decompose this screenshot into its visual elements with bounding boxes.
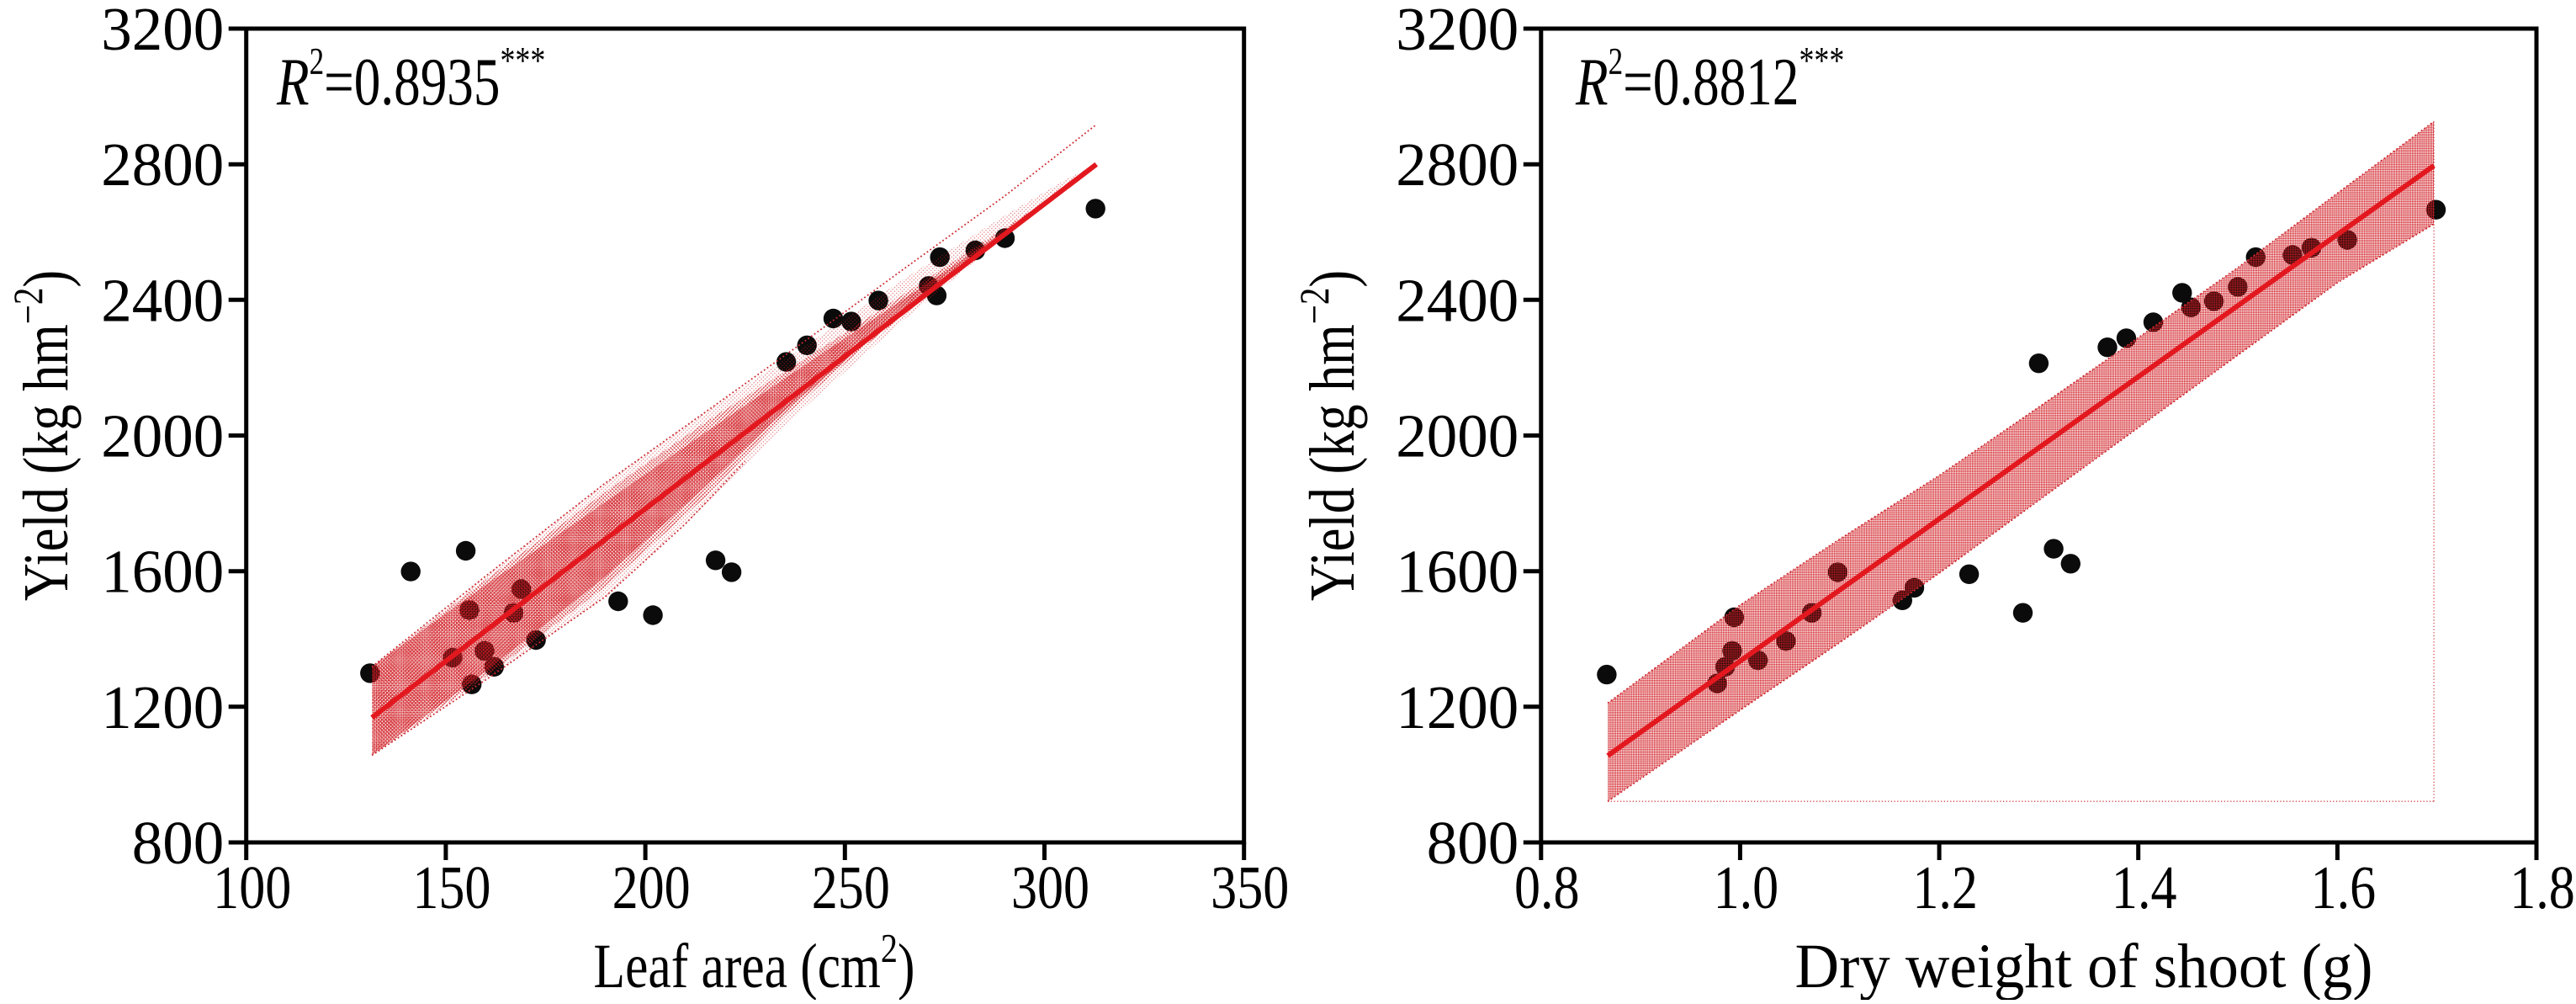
svg-text:1200: 1200 — [1396, 673, 1519, 741]
svg-text:3200: 3200 — [101, 0, 224, 63]
svg-text:0.8: 0.8 — [1514, 853, 1580, 922]
svg-text:1.0: 1.0 — [1714, 853, 1779, 922]
svg-text:2800: 2800 — [101, 130, 224, 199]
svg-text:3200: 3200 — [1396, 0, 1519, 63]
svg-text:Yield (kg hm−2): Yield (kg hm−2) — [4, 270, 82, 601]
svg-text:Leaf area (cm2): Leaf area (cm2) — [594, 925, 915, 1000]
svg-text:R2=0.8935***: R2=0.8935*** — [276, 39, 545, 120]
svg-text:1200: 1200 — [101, 673, 224, 741]
svg-text:1600: 1600 — [1396, 538, 1519, 606]
svg-text:1.4: 1.4 — [2112, 853, 2177, 922]
svg-text:1.2: 1.2 — [1912, 853, 1978, 922]
svg-text:1.8: 1.8 — [2510, 853, 2575, 922]
svg-text:2400: 2400 — [101, 266, 224, 334]
svg-text:R2=0.8812***: R2=0.8812*** — [1575, 39, 1844, 120]
svg-text:2000: 2000 — [1396, 402, 1519, 470]
svg-text:1600: 1600 — [101, 538, 224, 606]
svg-text:300: 300 — [1011, 853, 1089, 922]
svg-text:150: 150 — [412, 853, 490, 922]
svg-text:Dry weight of shoot (g): Dry weight of shoot (g) — [1795, 931, 2373, 1000]
svg-text:800: 800 — [132, 809, 225, 877]
svg-text:350: 350 — [1211, 853, 1289, 922]
svg-text:200: 200 — [612, 853, 691, 922]
svg-text:800: 800 — [1427, 809, 1519, 877]
svg-text:1.6: 1.6 — [2311, 853, 2377, 922]
svg-text:2000: 2000 — [101, 402, 224, 470]
svg-text:2800: 2800 — [1396, 130, 1519, 199]
svg-text:2400: 2400 — [1396, 266, 1519, 334]
svg-text:250: 250 — [812, 853, 890, 922]
svg-text:100: 100 — [213, 853, 291, 922]
svg-text:Yield (kg hm−2): Yield (kg hm−2) — [1291, 270, 1368, 601]
